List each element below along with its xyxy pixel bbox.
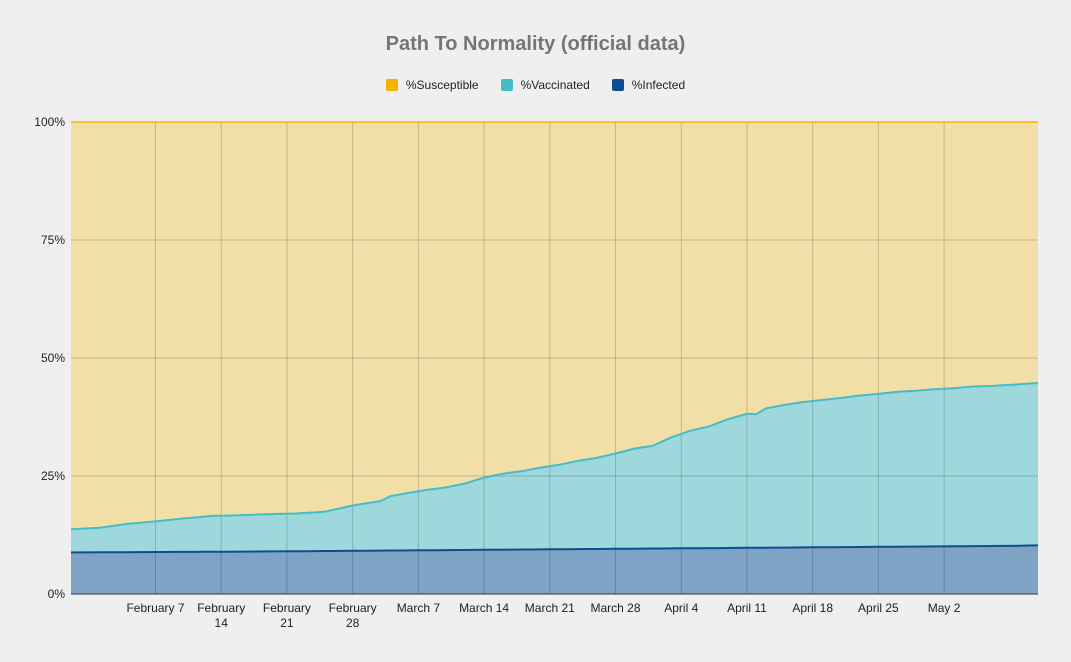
y-tick-label: 25% <box>41 469 65 483</box>
legend-label-infected: %Infected <box>631 78 686 92</box>
legend-swatch-vaccinated <box>500 79 513 91</box>
area-vaccinated <box>71 383 1038 594</box>
legend-item-infected[interactable]: %Infected <box>611 78 686 92</box>
x-tick-label: March 14 <box>459 601 509 615</box>
x-tick-label: March 7 <box>397 601 441 615</box>
y-tick-label: 50% <box>41 351 65 365</box>
chart-title: Path To Normality (official data) <box>385 33 686 55</box>
line-infected <box>70 544 1039 554</box>
x-tick-label: February 21 <box>263 601 311 630</box>
x-tick-label: April 25 <box>858 601 899 615</box>
legend: %Susceptible %Vaccinated %Infected <box>0 78 1071 92</box>
legend-item-susceptible[interactable]: %Susceptible <box>385 78 479 92</box>
legend-item-vaccinated[interactable]: %Vaccinated <box>500 78 590 92</box>
y-tick-label: 75% <box>41 233 65 247</box>
x-tick-label: May 2 <box>928 601 961 615</box>
legend-swatch-infected <box>611 79 624 91</box>
x-tick-label: February 7 <box>126 601 184 615</box>
x-tick-label: February 14 <box>197 601 245 630</box>
line-vaccinated <box>70 382 1039 531</box>
x-tick-label: March 28 <box>591 601 641 615</box>
y-tick-label: 0% <box>48 587 66 601</box>
legend-label-susceptible: %Susceptible <box>405 78 479 92</box>
x-tick-label: April 11 <box>727 601 767 615</box>
area-infected <box>71 545 1038 594</box>
legend-label-vaccinated: %Vaccinated <box>520 78 590 92</box>
x-tick-label: March 21 <box>525 601 575 615</box>
y-tick-label: 100% <box>34 115 65 129</box>
x-tick-label: April 18 <box>792 601 833 615</box>
x-tick-label: February 28 <box>329 601 377 630</box>
legend-swatch-susceptible <box>385 79 398 91</box>
x-tick-label: April 4 <box>664 601 698 615</box>
